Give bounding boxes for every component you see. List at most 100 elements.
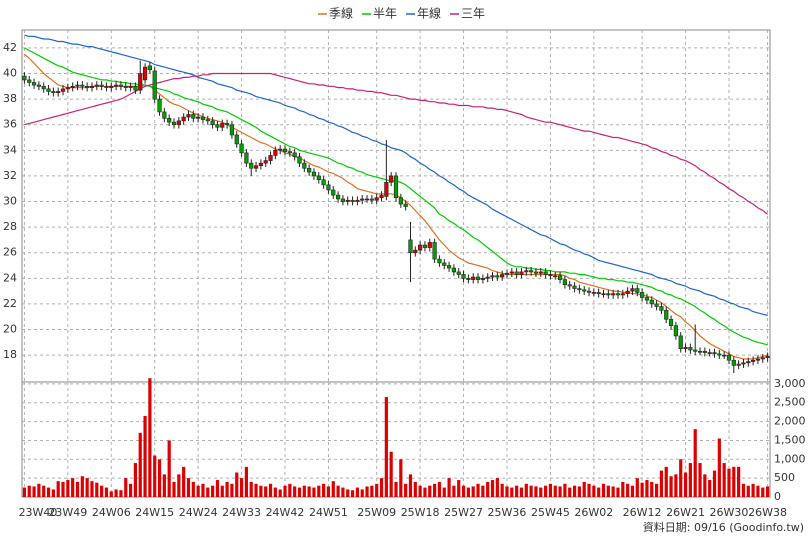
candle-body xyxy=(220,123,225,128)
candle-body xyxy=(138,73,143,91)
volume-bar xyxy=(428,485,432,497)
candle-body xyxy=(263,160,268,164)
volume-bar xyxy=(457,480,461,497)
x-tick-label: 24W15 xyxy=(135,506,174,519)
candle-body xyxy=(316,175,321,181)
volume-bar xyxy=(519,487,524,497)
volume-bar xyxy=(104,487,109,497)
volume-bar xyxy=(544,485,548,497)
volume-bar xyxy=(524,483,528,497)
candle-body xyxy=(268,155,273,161)
volume-bar xyxy=(90,481,94,497)
candle-body xyxy=(176,120,181,126)
volume-bar xyxy=(437,481,442,497)
candle-body xyxy=(398,197,403,205)
y-tick-label: 42 xyxy=(3,41,17,54)
ma-line xyxy=(24,34,768,316)
volume-bar xyxy=(355,487,359,497)
candle-body xyxy=(181,116,186,122)
candle-body xyxy=(350,199,355,202)
volume-bar xyxy=(331,481,335,497)
candle-body xyxy=(722,354,727,357)
volume-bar xyxy=(293,486,297,497)
candle-body xyxy=(582,289,587,292)
candle-body xyxy=(287,151,292,154)
candle-body xyxy=(702,350,707,353)
volume-bar xyxy=(283,485,287,497)
candle-body xyxy=(46,88,51,92)
candle-body xyxy=(157,98,162,113)
volume-bar xyxy=(317,485,321,497)
volume-bar xyxy=(95,482,99,497)
volume-bar xyxy=(56,481,60,497)
candle-body xyxy=(133,86,138,91)
volume-bar xyxy=(384,397,388,497)
candle-body xyxy=(355,199,360,202)
candle-body xyxy=(446,265,452,269)
volume-bar xyxy=(211,485,215,497)
volume-bar xyxy=(37,483,41,497)
x-tick-label: 25W27 xyxy=(444,506,483,519)
candle-body xyxy=(335,194,341,200)
volume-bar xyxy=(635,478,639,497)
candle-body xyxy=(408,239,413,254)
candle-body xyxy=(746,361,751,364)
volume-bar xyxy=(153,455,157,497)
volume-bar xyxy=(259,485,263,497)
candle-body xyxy=(553,275,558,278)
volume-bar xyxy=(124,478,128,497)
candle-body xyxy=(485,276,490,279)
volume-bar xyxy=(659,470,664,497)
candle-body xyxy=(224,123,230,126)
candle-body xyxy=(591,292,596,294)
candle-body xyxy=(538,271,543,274)
y-tick-label: 24 xyxy=(3,271,17,284)
volume-bar xyxy=(322,483,326,497)
y-tick-label: 40 xyxy=(3,67,17,80)
candle-body xyxy=(548,274,553,277)
volume-bar xyxy=(481,485,485,497)
volume-bar xyxy=(350,490,355,497)
volume-bar xyxy=(235,472,239,497)
volume-tick-label: 500 xyxy=(774,471,795,484)
x-tick-label: 25W18 xyxy=(401,506,440,519)
volume-bar xyxy=(592,485,596,497)
candle-body xyxy=(451,267,457,273)
candle-body xyxy=(456,271,461,275)
candle-body xyxy=(31,82,37,86)
volume-bar xyxy=(756,485,760,497)
candle-body xyxy=(403,203,408,207)
candle-body xyxy=(471,276,476,280)
candle-body xyxy=(640,292,645,298)
volume-bar xyxy=(534,486,538,497)
volume-bar xyxy=(346,489,350,497)
candle-body xyxy=(437,258,442,264)
volume-bar xyxy=(273,487,277,497)
volume-bar xyxy=(32,486,36,497)
candle-body xyxy=(577,288,582,291)
candle-body xyxy=(244,152,249,164)
volume-tick-label: 1,500 xyxy=(774,433,806,446)
candle-body xyxy=(60,88,66,92)
volume-bar xyxy=(360,489,364,497)
candle-body xyxy=(210,120,215,126)
candle-body xyxy=(282,148,288,152)
x-tick-label: 25W09 xyxy=(357,506,396,519)
volume-bar xyxy=(708,480,712,497)
candle-body xyxy=(41,86,46,90)
x-tick-label: 26W02 xyxy=(574,506,613,519)
volume-bar xyxy=(433,483,437,497)
candle-body xyxy=(249,162,254,169)
candle-body xyxy=(586,290,592,293)
candle-body xyxy=(562,279,568,286)
candle-body xyxy=(147,65,152,70)
volume-bar xyxy=(312,487,316,497)
volume-bar xyxy=(336,485,340,497)
volume-bar xyxy=(365,486,369,497)
candle-body xyxy=(94,84,99,87)
candle-body xyxy=(495,275,500,278)
volume-bar xyxy=(71,478,75,497)
volume-bar xyxy=(630,485,635,497)
price-panel xyxy=(21,29,771,383)
volume-bar xyxy=(650,481,654,497)
